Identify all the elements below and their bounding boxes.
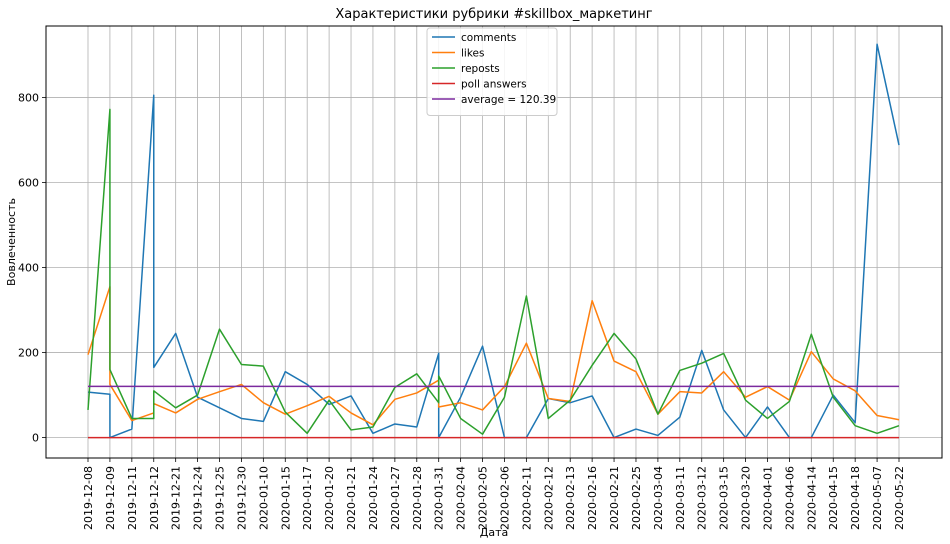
x-tick-label: 2020-03-15 — [718, 466, 731, 530]
x-tick-label: 2020-01-31 — [433, 466, 446, 530]
x-tick-label: 2020-04-18 — [849, 466, 862, 530]
x-tick-label: 2019-12-24 — [192, 466, 205, 530]
x-tick-label: 2019-12-25 — [214, 466, 227, 530]
x-tick-label: 2020-01-28 — [411, 466, 424, 530]
x-tick-label: 2020-02-04 — [455, 466, 468, 530]
x-tick-label: 2020-02-12 — [542, 466, 555, 530]
x-tick-label: 2020-01-15 — [279, 466, 292, 530]
y-axis-label: Вовлеченность — [5, 198, 18, 286]
x-tick-label: 2020-02-11 — [520, 466, 533, 530]
x-tick-label: 2020-02-21 — [608, 466, 621, 530]
x-tick-label: 2020-04-01 — [761, 466, 774, 530]
legend-box — [426, 27, 558, 116]
x-tick-label: 2020-01-10 — [257, 466, 270, 530]
x-tick-label: 2020-03-04 — [652, 466, 665, 530]
x-tick-label: 2020-02-16 — [586, 466, 599, 530]
legend-entry: reposts — [461, 63, 500, 75]
x-tick-label: 2020-02-13 — [564, 466, 577, 530]
legend-entry: comments — [461, 32, 516, 44]
legend: comments likes reposts poll answers average … — [426, 27, 558, 116]
x-tick-label: 2019-12-12 — [148, 466, 161, 530]
y-tick-label: 800 — [18, 91, 39, 104]
legend-entry: likes — [461, 48, 484, 60]
x-tick-label: 2020-02-05 — [477, 466, 490, 530]
x-tick-label: 2019-12-11 — [126, 466, 139, 530]
x-tick-label: 2020-04-14 — [805, 466, 818, 530]
chart-title: Характеристики рубрики #skillbox_маркети… — [335, 7, 652, 22]
x-tick-label: 2019-12-09 — [104, 466, 117, 530]
series-line-2 — [87, 108, 900, 435]
plot-frame — [45, 25, 943, 459]
x-tick-label: 2019-12-21 — [170, 466, 183, 530]
series-line-1 — [87, 285, 900, 426]
x-axis: 2019-12-08 2019-12-09 2019-12-11 2019-12-12… — [82, 458, 906, 530]
x-tick-label: 2020-04-06 — [783, 466, 796, 530]
x-tick-label: 2020-05-22 — [893, 466, 906, 530]
x-tick-label: 2019-12-08 — [82, 466, 95, 530]
x-tick-label: 2019-12-30 — [235, 466, 248, 530]
y-tick-label: 200 — [18, 347, 39, 360]
series-line-0 — [87, 43, 900, 439]
x-axis-label: Дата — [480, 526, 508, 539]
legend-entry: average = 120.39 — [461, 94, 556, 106]
x-tick-label: 2020-03-11 — [674, 466, 687, 530]
series-lines — [87, 43, 900, 439]
y-axis: 0 200 400 600 800 — [18, 91, 46, 445]
x-tick-label: 2020-03-12 — [696, 466, 709, 530]
x-tick-label: 2020-02-25 — [630, 466, 643, 530]
y-tick-label: 400 — [18, 262, 39, 275]
x-tick-label: 2020-01-24 — [367, 466, 380, 530]
x-tick-label: 2020-03-20 — [740, 466, 753, 530]
legend-entry: poll answers — [461, 79, 527, 91]
x-tick-label: 2020-01-27 — [389, 466, 402, 530]
x-tick-label: 2020-05-07 — [871, 466, 884, 530]
x-tick-label: 2020-04-15 — [827, 466, 840, 530]
y-tick-label: 600 — [18, 176, 39, 189]
x-tick-label: 2020-01-20 — [323, 466, 336, 530]
x-tick-label: 2020-02-06 — [498, 466, 511, 530]
x-tick-label: 2020-01-17 — [301, 466, 314, 530]
x-tick-label: 2020-01-21 — [345, 466, 358, 530]
y-tick-label: 0 — [32, 432, 39, 445]
